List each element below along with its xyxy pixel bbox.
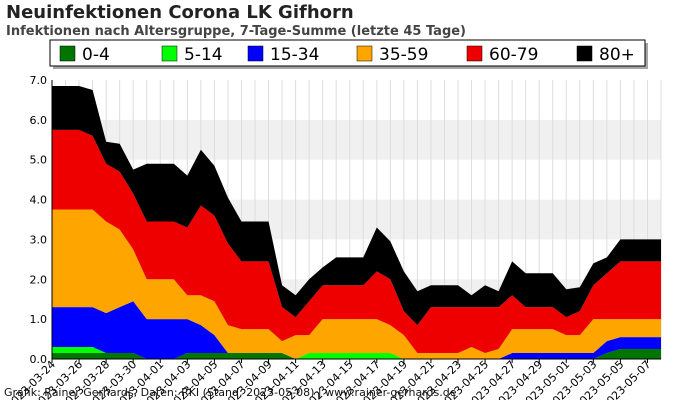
band-5 — [52, 119, 661, 160]
legend-label-60-79: 60-79 — [489, 45, 538, 65]
y-tick-label: 6.0 — [30, 114, 48, 127]
y-tick-labels: 0.0 1.0 2.0 3.0 4.0 5.0 6.0 7.0 — [30, 74, 48, 366]
chart-title: Neuinfektionen Corona LK Gifhorn — [6, 2, 354, 23]
y-tick-label: 1.0 — [30, 313, 48, 326]
legend-swatch-60-79 — [466, 45, 483, 62]
legend-swatch-35-59 — [356, 45, 373, 62]
legend-label-5-14: 5-14 — [184, 45, 223, 65]
legend-label-35-59: 35-59 — [379, 45, 428, 65]
band-6 — [52, 80, 661, 120]
legend-swatch-80+ — [576, 45, 593, 62]
area-series-group — [52, 85, 661, 359]
legend-label-15-34: 15-34 — [270, 45, 319, 65]
legend-box — [49, 39, 646, 67]
footer-credit: Grafik: Rainer Gerhards, Daten: RKI (Sta… — [4, 386, 457, 399]
legend-swatch-0-4 — [59, 45, 76, 62]
chart-subtitle: Infektionen nach Altersgruppe, 7-Tage-Su… — [6, 24, 467, 39]
y-tick-label: 0.0 — [30, 353, 48, 366]
y-tick-label: 5.0 — [30, 154, 48, 167]
y-tick-label: 7.0 — [30, 74, 48, 87]
area-series-0-4 — [52, 349, 661, 359]
legend-label-0-4: 0-4 — [82, 45, 110, 65]
legend-swatch-15-34 — [247, 45, 264, 62]
y-tick-label: 3.0 — [30, 233, 48, 246]
y-tick-label: 4.0 — [30, 194, 48, 207]
axes — [51, 80, 661, 360]
area-series-15-34 — [52, 301, 661, 359]
area-series-35-59 — [52, 209, 661, 359]
area-series-60-79 — [52, 129, 661, 354]
legend-swatch-5-14 — [161, 45, 178, 62]
area-series-80+ — [52, 85, 661, 326]
legend-label-80+: 80+ — [599, 45, 635, 65]
legend: 0-4 5-14 15-34 35-59 60-79 80+ — [49, 39, 648, 69]
y-tick-label: 2.0 — [30, 273, 48, 286]
